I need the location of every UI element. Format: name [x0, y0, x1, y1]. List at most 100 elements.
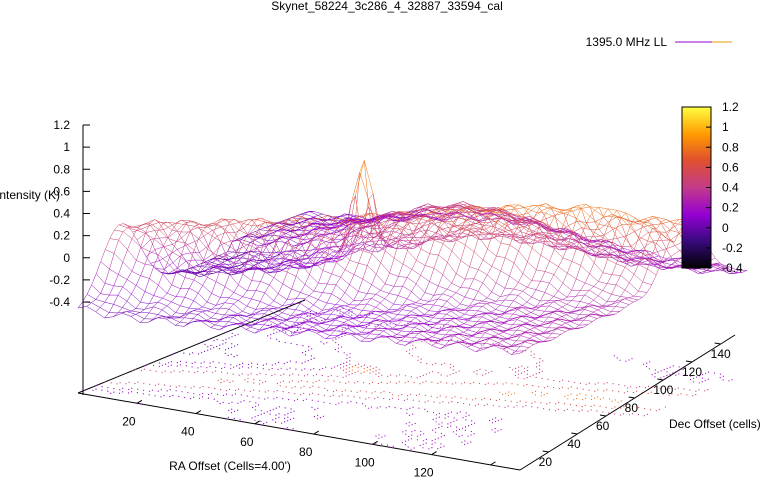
mesh-segment: [363, 226, 369, 234]
contour-point: [243, 400, 245, 402]
mesh-segment: [150, 237, 160, 240]
contour-point: [512, 369, 514, 371]
contour-point: [173, 370, 175, 372]
contour-point: [262, 364, 264, 366]
mesh-segment: [330, 313, 340, 317]
contour-point: [412, 344, 414, 346]
mesh-segment: [145, 223, 151, 234]
mesh-segment: [523, 205, 533, 208]
mesh-segment: [435, 217, 441, 220]
contour-point: [225, 338, 227, 340]
mesh-segment: [433, 293, 443, 296]
mesh-segment: [300, 253, 306, 264]
mesh-segment: [231, 256, 237, 260]
contour-point: [390, 374, 392, 376]
mesh-segment: [301, 224, 311, 228]
contour-point: [308, 346, 310, 348]
contour-point: [282, 391, 284, 393]
mesh-segment: [382, 244, 387, 248]
contour-point: [680, 393, 682, 395]
mesh-segment: [217, 270, 223, 273]
mesh-segment: [510, 227, 520, 231]
mesh-segment: [131, 271, 141, 276]
mesh-segment: [458, 201, 464, 204]
contour-point: [309, 314, 311, 316]
mesh-segment: [558, 290, 568, 298]
contour-point: [286, 361, 288, 363]
mesh-segment: [258, 244, 264, 247]
mesh-segment: [118, 224, 128, 229]
contour-point: [441, 422, 443, 424]
contour-point: [419, 321, 421, 323]
mesh-segment: [207, 224, 217, 226]
contour-point: [350, 401, 352, 403]
mesh-segment: [294, 324, 300, 327]
mesh-segment: [597, 309, 607, 316]
legend: 1395.0 MHz LL: [586, 35, 732, 49]
contour-point: [623, 392, 626, 394]
mesh-segment: [313, 249, 319, 263]
mesh-segment: [353, 307, 363, 311]
mesh-segment: [227, 258, 232, 261]
contour-point: [282, 380, 285, 382]
mesh-segment: [445, 205, 455, 208]
mesh-segment: [427, 219, 436, 222]
mesh-segment: [263, 235, 273, 237]
mesh-segment: [422, 236, 432, 238]
mesh-segment: [599, 207, 608, 210]
mesh-segment: [242, 311, 252, 315]
mesh-segment: [463, 201, 468, 204]
mesh-segment: [212, 218, 222, 224]
mesh-segment: [520, 231, 530, 235]
contour-point: [518, 366, 520, 368]
mesh-segment: [145, 249, 156, 257]
mesh-segment: [182, 269, 187, 271]
contour-point: [216, 400, 218, 402]
contour-point: [136, 392, 138, 394]
mesh-segment: [193, 292, 199, 301]
mesh-segment: [363, 213, 369, 222]
mesh-segment: [401, 320, 411, 322]
mesh-segment: [167, 221, 177, 224]
mesh-segment: [333, 261, 338, 263]
contour-point: [418, 400, 420, 402]
mesh-segment: [136, 260, 146, 265]
mesh-segment: [251, 219, 257, 226]
mesh-segment: [475, 231, 485, 239]
mesh-segment: [252, 220, 258, 227]
mesh-segment: [357, 303, 367, 306]
mesh-segment: [399, 210, 409, 213]
contour-point: [267, 397, 269, 399]
mesh-segment: [290, 325, 295, 329]
contour-point: [341, 328, 343, 331]
mesh-segment: [432, 327, 442, 330]
mesh-segment: [526, 301, 536, 307]
mesh-segment: [347, 235, 357, 238]
contour-point: [247, 377, 249, 379]
mesh-segment: [287, 220, 297, 225]
mesh-segment: [259, 227, 265, 230]
mesh-segment: [406, 298, 416, 303]
mesh-segment: [91, 284, 101, 294]
mesh-segment: [350, 195, 356, 205]
contour-point: [557, 408, 560, 411]
mesh-segment: [268, 308, 274, 311]
contour-point: [338, 402, 340, 404]
contour-point: [178, 395, 180, 397]
mesh-segment: [274, 260, 280, 264]
mesh-segment: [303, 229, 313, 231]
contour-point: [347, 326, 349, 328]
contour-point: [410, 376, 412, 378]
mesh-segment: [176, 219, 182, 224]
mesh-segment: [418, 332, 428, 339]
mesh-segment: [207, 223, 217, 228]
mesh-segment: [216, 241, 222, 256]
mesh-segment: [503, 323, 513, 326]
mesh-segment: [260, 292, 266, 302]
mesh-segment: [344, 213, 350, 215]
mesh-segment: [228, 314, 234, 317]
mesh-segment: [221, 264, 227, 268]
mesh-segment: [77, 306, 87, 309]
mesh-segment: [217, 266, 223, 271]
mesh-segment: [282, 219, 287, 222]
